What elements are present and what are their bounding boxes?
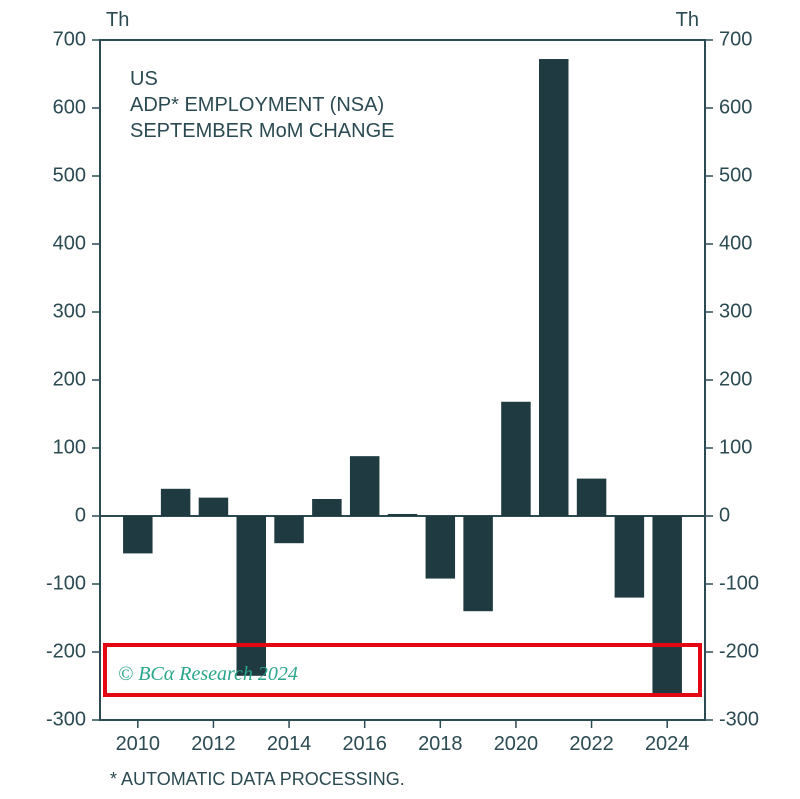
y-tick-label-left: 400: [53, 232, 86, 254]
bar: [615, 516, 644, 598]
y-tick-label-left: -100: [46, 572, 86, 594]
x-tick-label: 2022: [569, 733, 614, 755]
watermark-text: © BCα Research 2024: [118, 663, 298, 685]
y-tick-label-left: -200: [46, 640, 86, 662]
bar: [652, 516, 681, 694]
bar: [161, 489, 190, 516]
y-tick-label-right: 700: [719, 28, 752, 50]
y-tick-label-right: -100: [719, 572, 759, 594]
y-tick-label-right: 100: [719, 436, 752, 458]
y-tick-label-right: 200: [719, 368, 752, 390]
chart-title-line: ADP* EMPLOYMENT (NSA): [130, 94, 384, 116]
y-tick-label-right: 300: [719, 300, 752, 322]
bar: [388, 514, 417, 516]
y-tick-label-right: -300: [719, 708, 759, 730]
bar: [577, 479, 606, 516]
footnote-text: * AUTOMATIC DATA PROCESSING.: [110, 769, 405, 789]
bar: [237, 516, 266, 676]
x-tick-label: 2016: [342, 733, 387, 755]
y-tick-label-right: 500: [719, 164, 752, 186]
x-tick-label: 2018: [418, 733, 463, 755]
chart-container: -300 -300 -200 -200 -100 -100 0 0 100 100 200 200 30…: [0, 0, 800, 799]
y-tick-label-left: 700: [53, 28, 86, 50]
bar: [426, 516, 455, 579]
y-tick-label-left: 100: [53, 436, 86, 458]
y-tick-label-right: 400: [719, 232, 752, 254]
bar: [350, 456, 379, 516]
x-tick-label: 2010: [116, 733, 161, 755]
x-tick-label: 2024: [645, 733, 690, 755]
bar: [539, 59, 568, 516]
x-tick-label: 2020: [494, 733, 539, 755]
employment-bar-chart: -300 -300 -200 -200 -100 -100 0 0 100 100 200 200 30…: [0, 0, 800, 799]
bar: [199, 498, 228, 516]
bar: [463, 516, 492, 611]
bar: [274, 516, 303, 543]
y-tick-label-left: 300: [53, 300, 86, 322]
y-tick-label-left: -300: [46, 708, 86, 730]
y-axis-title-left: Th: [106, 9, 129, 31]
y-tick-label-right: -200: [719, 640, 759, 662]
y-tick-label-left: 0: [75, 504, 86, 526]
y-tick-label-left: 200: [53, 368, 86, 390]
chart-title-line: US: [130, 68, 158, 90]
y-tick-label-left: 500: [53, 164, 86, 186]
y-tick-label-right: 0: [719, 504, 730, 526]
y-axis-title-right: Th: [676, 9, 699, 31]
y-tick-label-right: 600: [719, 96, 752, 118]
chart-title-line: SEPTEMBER MoM CHANGE: [130, 120, 394, 142]
x-tick-label: 2014: [267, 733, 312, 755]
y-tick-label-left: 600: [53, 96, 86, 118]
x-tick-label: 2012: [191, 733, 236, 755]
bar: [312, 499, 341, 516]
bar: [123, 516, 152, 553]
bar: [501, 402, 530, 516]
